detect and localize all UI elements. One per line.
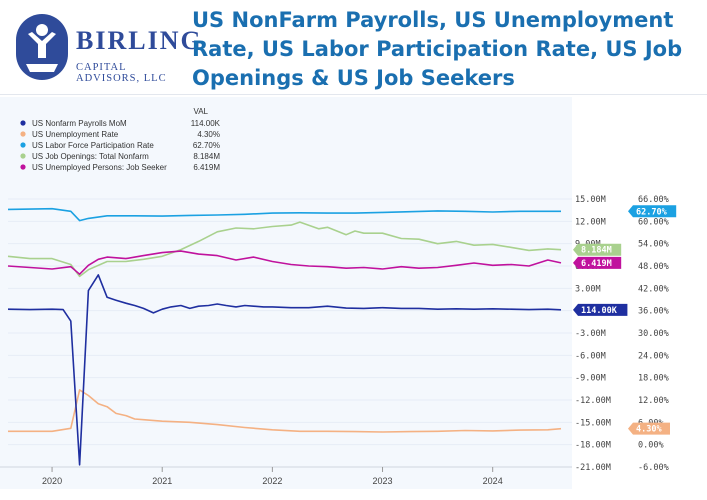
x-tick-label: 2021 [152, 476, 172, 486]
legend-swatch [20, 120, 26, 126]
x-tick-label: 2023 [373, 476, 393, 486]
series-end-tag [628, 205, 677, 218]
x-tick-label: 2024 [483, 476, 503, 486]
left-axis-tick-label: 15.00M [575, 195, 606, 205]
legend-series-value: 62.70% [193, 141, 220, 150]
left-axis-tick-label: -6.00M [575, 351, 606, 361]
left-axis-tick-label: 12.00M [575, 217, 606, 227]
series-end-tag [573, 256, 622, 269]
series-line-2 [7, 207, 561, 222]
legend-series-value: 6.419M [193, 163, 220, 172]
x-tick-label: 2022 [262, 476, 282, 486]
series-end-value: 8.184M [581, 246, 612, 256]
series-end-tag [573, 303, 628, 316]
legend-swatch [20, 142, 26, 148]
right-axis-tick-label: -6.00% [638, 463, 669, 473]
page-title: US NonFarm Payrolls, US Unemployment Rat… [192, 8, 683, 90]
legend-series-name: US Nonfarm Payrolls MoM [32, 119, 127, 128]
header-divider [0, 94, 707, 95]
series-line-4 [7, 250, 562, 276]
legend-series-value: 8.184M [193, 152, 220, 161]
logo-figure-icon [16, 14, 68, 80]
right-axis-tick-label: 36.00% [638, 307, 669, 317]
brand-logo: BIRLING CAPITAL ADVISORS, LLC [6, 8, 201, 88]
brand-subtitle: CAPITAL ADVISORS, LLC [76, 62, 167, 84]
series-line-1 [8, 389, 562, 433]
right-axis-tick-label: 24.00% [638, 351, 669, 361]
left-axis-tick-label: 3.00M [575, 284, 601, 294]
series-end-value: 6.419M [581, 259, 612, 269]
legend-swatch [20, 164, 26, 170]
right-axis-tick-label: 30.00% [638, 329, 669, 339]
series-line-3 [7, 221, 562, 278]
legend-series-name: US Labor Force Participation Rate [32, 141, 154, 150]
right-axis-tick-label: 54.00% [638, 240, 669, 250]
series-end-tag [573, 243, 622, 256]
right-axis-tick-label: 0.00% [638, 441, 664, 451]
left-axis-tick-label: -9.00M [575, 374, 606, 384]
legend-series-name: US Unemployed Persons: Job Seeker [32, 163, 167, 172]
plot-area [0, 97, 572, 489]
left-axis-tick-label: -15.00M [575, 418, 611, 428]
series-end-value: 114.00K [581, 306, 618, 316]
legend-series-value: 114.00K [191, 119, 221, 128]
legend-header: VAL [193, 107, 208, 116]
right-axis-tick-label: 42.00% [638, 284, 669, 294]
left-axis-tick-label: -21.00M [575, 463, 611, 473]
right-axis-tick-label: 66.00% [638, 195, 669, 205]
legend-series-name: US Unemployment Rate [32, 130, 119, 139]
brand-name: BIRLING [76, 26, 203, 55]
legend-series-value: 4.30% [197, 130, 220, 139]
left-axis-tick-label: -18.00M [575, 441, 611, 451]
left-axis-tick-label: -3.00M [575, 329, 606, 339]
legend-series-name: US Job Openings: Total Nonfarm [32, 152, 149, 161]
series-end-value: 4.30% [636, 425, 662, 435]
right-axis-tick-label: 60.00% [638, 217, 669, 227]
left-axis-tick-label: -12.00M [575, 396, 611, 406]
legend-swatch [20, 131, 26, 137]
legend-swatch [20, 153, 26, 159]
right-axis-tick-label: 18.00% [638, 374, 669, 384]
series-end-tag [628, 422, 670, 435]
x-tick-label: 2020 [42, 476, 62, 486]
right-axis-tick-label: 48.00% [638, 262, 669, 272]
series-end-value: 62.70% [636, 207, 668, 217]
series-line-0 [7, 274, 562, 466]
right-axis-tick-label: 12.00% [638, 396, 669, 406]
